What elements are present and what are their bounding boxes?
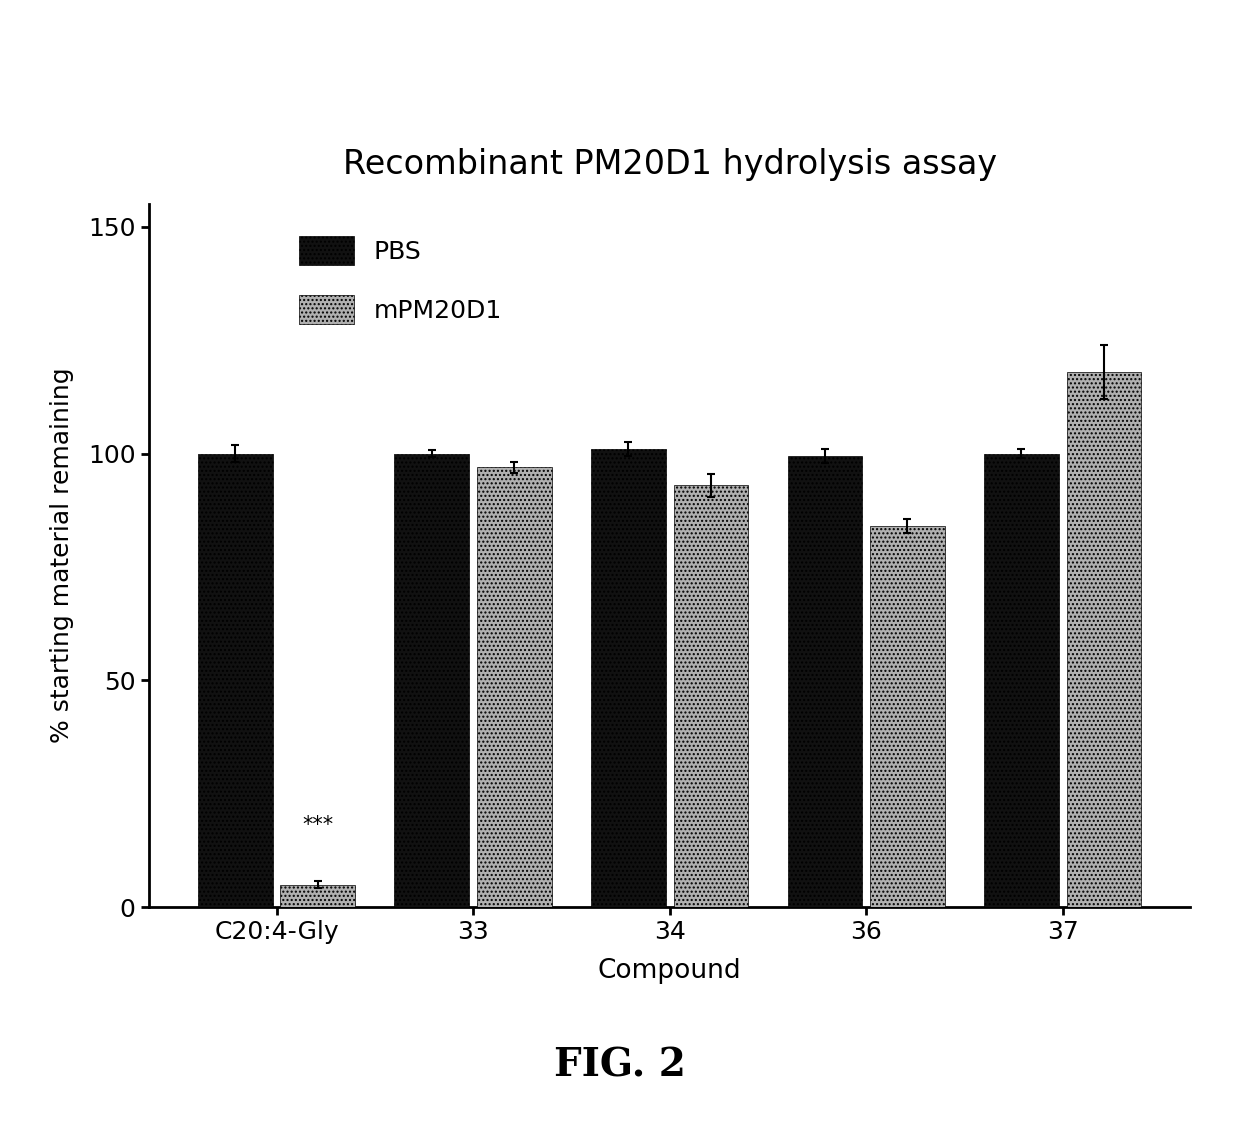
- Bar: [1066, 372, 1141, 907]
- Text: FIG. 2: FIG. 2: [554, 1047, 686, 1085]
- Y-axis label: % starting material remaining: % starting material remaining: [50, 367, 74, 744]
- Bar: [394, 454, 469, 907]
- Title: Recombinant PM20D1 hydrolysis assay: Recombinant PM20D1 hydrolysis assay: [342, 147, 997, 180]
- Bar: [870, 526, 945, 907]
- Bar: [477, 467, 552, 907]
- Bar: [787, 456, 862, 907]
- X-axis label: Compound: Compound: [598, 958, 742, 984]
- Bar: [673, 485, 748, 907]
- Bar: [280, 885, 355, 907]
- Bar: [198, 454, 273, 907]
- Bar: [985, 454, 1059, 907]
- Bar: [591, 449, 666, 907]
- Legend: PBS, mPM20D1: PBS, mPM20D1: [286, 223, 515, 337]
- Text: ***: ***: [303, 814, 334, 835]
